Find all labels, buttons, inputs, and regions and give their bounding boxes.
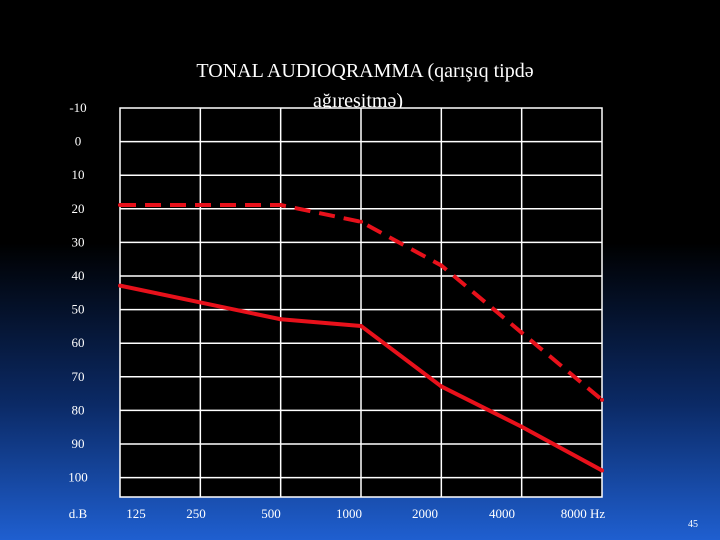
data-point	[278, 317, 283, 322]
y-tick-label: 30	[72, 234, 85, 249]
data-point	[359, 323, 363, 328]
y-tick-label: 50	[72, 302, 85, 317]
data-point	[439, 263, 444, 268]
data-point	[600, 397, 604, 402]
y-tick-label: 10	[72, 167, 85, 182]
y-axis-unit-label: d.B	[69, 506, 88, 521]
x-tick-labels: 125 250 500 1000 2000 4000 8000 Hz	[126, 506, 605, 521]
x-tick-label: 1000	[336, 506, 362, 521]
chart-title-line-2: ağıreşitmə)	[313, 90, 403, 112]
data-point	[198, 203, 203, 207]
data-point	[198, 300, 203, 305]
data-point	[519, 330, 524, 335]
x-tick-label: 2000	[412, 506, 438, 521]
x-tick-label: 500	[261, 506, 281, 521]
y-tick-label: -10	[69, 100, 86, 115]
x-tick-label: 4000	[489, 506, 515, 521]
y-tick-label: 80	[72, 402, 85, 417]
y-tick-label: 90	[72, 436, 85, 451]
data-point	[600, 468, 604, 473]
data-point	[519, 424, 524, 429]
data-point	[439, 384, 444, 389]
y-tick-labels: -10 0 10 20 30 40 50 60 70 80 90 100	[68, 100, 88, 485]
chart-title-line-1: TONAL AUDIOQRAMMA (qarışıq tipdə	[196, 60, 533, 82]
y-tick-label: 40	[72, 268, 85, 283]
x-tick-label: 8000 Hz	[561, 506, 606, 521]
x-tick-label: 125	[126, 506, 146, 521]
data-point	[278, 203, 283, 207]
y-tick-label: 70	[72, 369, 85, 384]
y-tick-label: 60	[72, 335, 85, 350]
x-tick-label: 250	[186, 506, 206, 521]
data-point	[118, 203, 122, 207]
y-tick-label: 20	[72, 201, 85, 216]
slide-number: 45	[688, 519, 698, 530]
y-tick-label: 0	[75, 134, 82, 149]
data-point	[118, 283, 122, 288]
y-tick-label: 100	[68, 470, 88, 485]
data-point	[359, 219, 363, 224]
series-lines	[118, 203, 604, 473]
